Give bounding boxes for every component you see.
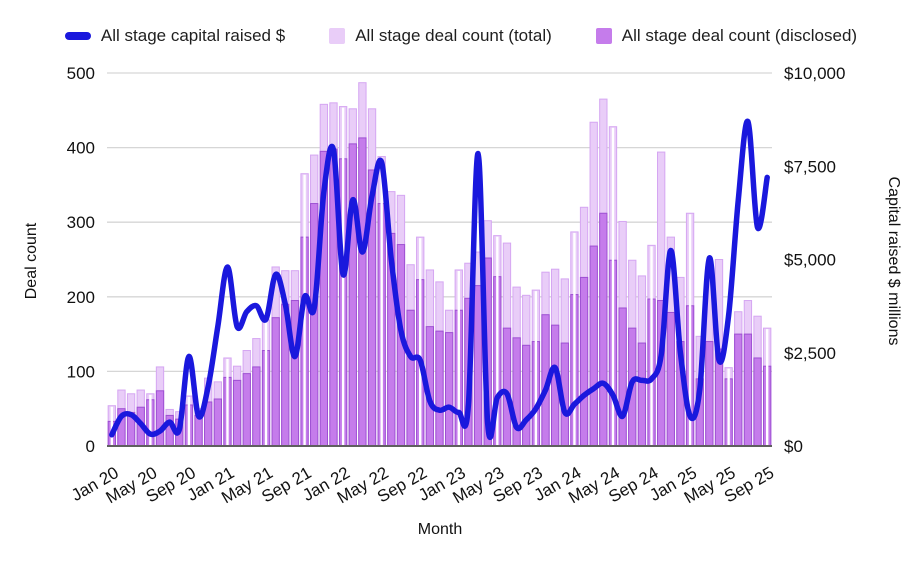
svg-text:$7,500: $7,500 xyxy=(784,157,836,176)
right-axis-tick-labels: $0 $2,500 $5,000 $7,500 $10,000 xyxy=(784,64,845,456)
svg-text:500: 500 xyxy=(67,64,95,83)
legend-label: All stage capital raised $ xyxy=(100,26,286,45)
legend-label: All stage deal count (disclosed) xyxy=(621,26,858,45)
left-axis-title: Deal count xyxy=(23,222,40,300)
svg-text:400: 400 xyxy=(67,139,95,158)
svg-text:100: 100 xyxy=(67,362,95,381)
svg-text:$5,000: $5,000 xyxy=(784,251,836,270)
svg-text:$2,500: $2,500 xyxy=(784,344,836,363)
legend-item-deal-count-total: All stage deal count (total) xyxy=(329,26,552,46)
combo-chart: 0 100 200 300 400 500 $0 $2,500 $5,000 $7,500 $10,… xyxy=(67,64,846,507)
svg-text:0: 0 xyxy=(86,437,95,456)
svg-text:200: 200 xyxy=(67,288,95,307)
x-axis-title: Month xyxy=(417,521,463,538)
left-axis-tick-labels: 0 100 200 300 400 500 xyxy=(67,64,95,456)
right-axis-title: Capital raised $ millions xyxy=(885,176,902,346)
disclosed-series-swatch-icon xyxy=(595,28,612,44)
legend-item-capital-raised: All stage capital raised $ xyxy=(64,26,286,46)
legend-item-deal-count-disclosed: All stage deal count (disclosed) xyxy=(595,26,858,46)
chart-legend: All stage capital raised $ All stage dea… xyxy=(0,22,922,50)
capital-raised-line xyxy=(109,118,770,441)
svg-text:$0: $0 xyxy=(784,437,803,456)
line-series-swatch-icon xyxy=(64,32,91,40)
svg-text:$10,000: $10,000 xyxy=(784,64,845,83)
svg-text:300: 300 xyxy=(67,213,95,232)
total-series-swatch-icon xyxy=(329,28,346,44)
legend-label: All stage deal count (total) xyxy=(355,26,552,45)
